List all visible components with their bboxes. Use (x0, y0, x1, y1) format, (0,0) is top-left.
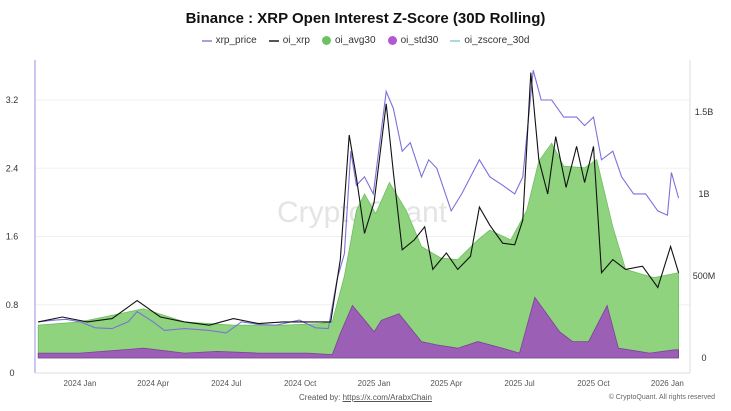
x-tick-label: 2025 Jul (504, 379, 534, 388)
left-tick-label: 2.4 (6, 163, 19, 173)
series-line-oi-xrp (38, 72, 680, 326)
legend-swatch (268, 39, 279, 42)
left-tick-label: 0 (9, 368, 14, 378)
series-area-oi-avg30 (37, 142, 679, 359)
legend-label: xrp_price (215, 35, 257, 46)
left-tick-label: 0.8 (6, 300, 19, 310)
series-area-oi-std30 (37, 296, 679, 359)
legend-swatch (201, 39, 212, 42)
x-tick-label: 2024 Jan (64, 379, 97, 388)
right-tick-label: 500M (693, 271, 716, 281)
creator-link[interactable]: https://x.com/ArabxChain (342, 393, 432, 402)
legend-swatch (387, 36, 397, 45)
created-by-label: Created by: (299, 393, 341, 402)
legend-label: oi_xrp (282, 35, 310, 46)
legend-item-oi-zscore-30d[interactable]: oi_zscore_30d (450, 35, 529, 46)
left-tick-label: 3.2 (6, 95, 19, 105)
legend-item-xrp-price[interactable]: xrp_price (201, 35, 257, 46)
legend-label: oi_zscore_30d (464, 35, 530, 46)
legend-swatch (450, 39, 461, 42)
left-tick-label: 1.6 (6, 232, 19, 242)
footer: Created by: https://x.com/ArabxChain (0, 393, 731, 402)
x-tick-label: 2026 Jan (651, 379, 684, 388)
legend-label: oi_std30 (400, 35, 439, 46)
right-tick-label: 1.5B (695, 107, 714, 117)
x-tick-label: 2025 Oct (577, 379, 610, 388)
legend-item-oi-std30[interactable]: oi_std30 (387, 35, 439, 46)
legend-item-oi-xrp[interactable]: oi_xrp (268, 35, 310, 46)
x-tick-label: 2025 Apr (430, 379, 462, 388)
right-tick-label: 1B (698, 189, 709, 199)
copyright: © CryptoQuant. All rights reserved (608, 394, 715, 401)
x-tick-label: 2024 Jul (211, 379, 241, 388)
legend: xrp_price oi_xrp oi_avg30 oi_std30 oi_zs… (0, 35, 731, 46)
legend-swatch (321, 36, 331, 45)
x-tick-label: 2024 Oct (284, 379, 317, 388)
chart-title: Binance : XRP Open Interest Z-Score (30D… (185, 10, 546, 27)
legend-label: oi_avg30 (334, 35, 376, 46)
right-tick-label: 0 (701, 353, 706, 363)
legend-item-oi-avg30[interactable]: oi_avg30 (321, 35, 376, 46)
x-tick-label: 2024 Apr (137, 379, 169, 388)
x-tick-label: 2025 Jan (358, 379, 391, 388)
series-line-xrp-price (38, 70, 680, 334)
